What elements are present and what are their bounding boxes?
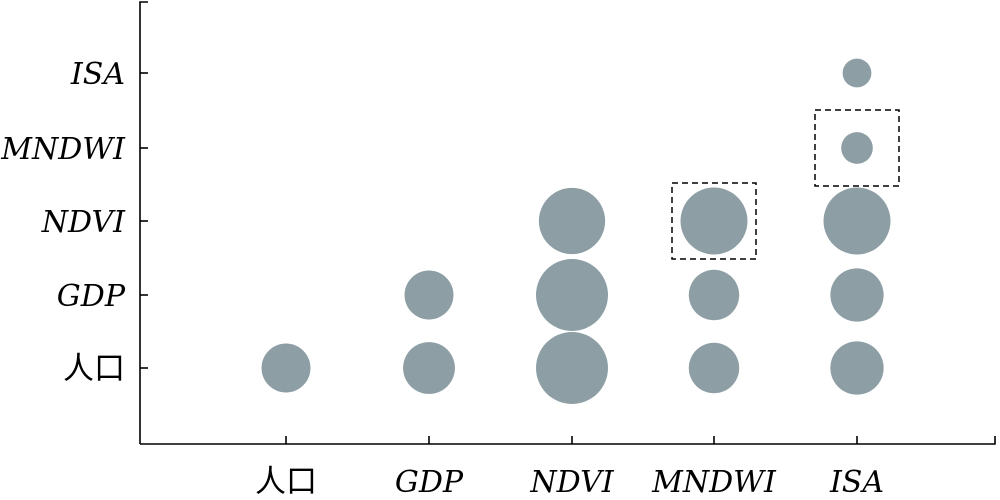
y-tick-label: GDP [57, 279, 126, 314]
axes [139, 1, 996, 445]
bubble-point [841, 132, 873, 164]
bubble-point [842, 58, 872, 88]
highlight-box [671, 182, 757, 260]
y-axis-line [139, 1, 148, 444]
y-tick-label: ISA [70, 57, 125, 92]
bubble-point [261, 343, 311, 393]
y-tick-label: 人口 [63, 351, 125, 387]
highlight-box [814, 109, 900, 187]
bubble-point [536, 332, 608, 404]
bubble-point [538, 187, 606, 255]
bubble-point [536, 259, 608, 331]
x-tick-label: ISA [829, 465, 884, 500]
x-tick-label: 人口 [255, 464, 317, 500]
bubble-point [823, 187, 891, 255]
highlight-boxes [671, 109, 900, 260]
axis-ticks [140, 72, 858, 444]
bubble-point [403, 342, 455, 394]
bubble-point [830, 341, 884, 395]
bubble-point [680, 187, 748, 255]
y-tick-label: NDVI [41, 205, 126, 240]
x-tick-label: NDVI [529, 465, 614, 500]
bubble-point [404, 270, 454, 320]
bubble-point [830, 268, 884, 322]
x-tick-label: MNDWI [651, 465, 777, 500]
y-tick-label: MNDWI [0, 132, 126, 167]
tick-labels: 人口 GDP NDVI MNDWI ISA 人口 GDP NDVI MNDWI ISA [0, 57, 884, 500]
bubble-point [688, 342, 740, 394]
x-axis-line [140, 436, 996, 445]
bubble-point [688, 269, 740, 321]
x-tick-label: GDP [395, 465, 464, 500]
bubbles [261, 58, 891, 404]
